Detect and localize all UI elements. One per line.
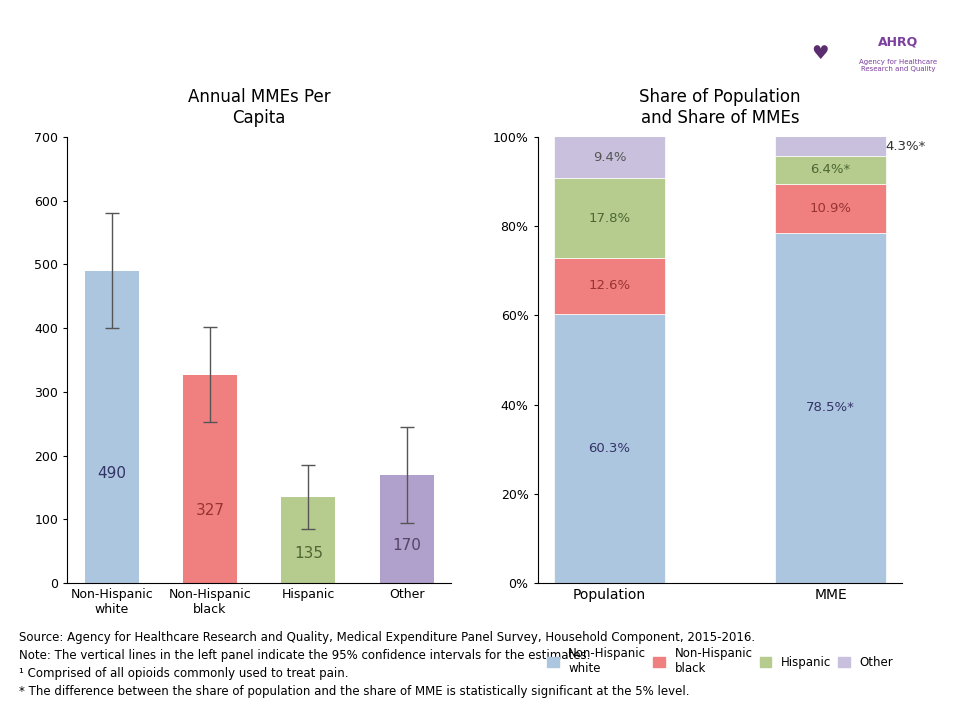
Title: Share of Population
and Share of MMEs: Share of Population and Share of MMEs — [639, 88, 801, 127]
Text: 60.3%: 60.3% — [588, 442, 631, 455]
Bar — [554, 136, 664, 179]
Text: 9.4%: 9.4% — [592, 150, 626, 164]
Bar — [183, 374, 237, 583]
Bar — [84, 271, 139, 583]
Bar — [776, 184, 886, 233]
Text: Figure 3a: Annual Morphine Milligram Equivalents (MMEs) of outpatient prescripti: Figure 3a: Annual Morphine Milligram Equ… — [31, 32, 756, 86]
Bar — [776, 233, 886, 583]
Text: Agency for Healthcare
Research and Quality: Agency for Healthcare Research and Quali… — [859, 58, 938, 72]
Text: AHRQ: AHRQ — [878, 35, 919, 48]
Text: 327: 327 — [196, 503, 225, 518]
Text: 135: 135 — [294, 546, 323, 561]
Text: 10.9%: 10.9% — [809, 202, 852, 215]
Text: 490: 490 — [97, 467, 126, 482]
Text: 78.5%*: 78.5%* — [806, 402, 855, 415]
Bar — [776, 156, 886, 184]
Bar — [776, 136, 886, 156]
Bar — [281, 497, 335, 583]
Bar — [554, 314, 664, 583]
Bar — [379, 474, 434, 583]
Text: ♥: ♥ — [811, 44, 828, 63]
Text: Source: Agency for Healthcare Research and Quality, Medical Expenditure Panel Su: Source: Agency for Healthcare Research a… — [19, 631, 756, 698]
Legend: Non-Hispanic
white, Non-Hispanic
black, Hispanic, Other: Non-Hispanic white, Non-Hispanic black, … — [547, 647, 893, 675]
Title: Annual MMEs Per
Capita: Annual MMEs Per Capita — [188, 88, 330, 127]
Text: 12.6%: 12.6% — [588, 279, 631, 292]
Text: 4.3%*: 4.3%* — [886, 140, 926, 153]
Text: 6.4%*: 6.4%* — [810, 163, 851, 176]
Text: 17.8%: 17.8% — [588, 212, 631, 225]
Bar — [554, 258, 664, 314]
Bar — [554, 179, 664, 258]
Text: 170: 170 — [393, 538, 421, 553]
Ellipse shape — [773, 9, 878, 110]
